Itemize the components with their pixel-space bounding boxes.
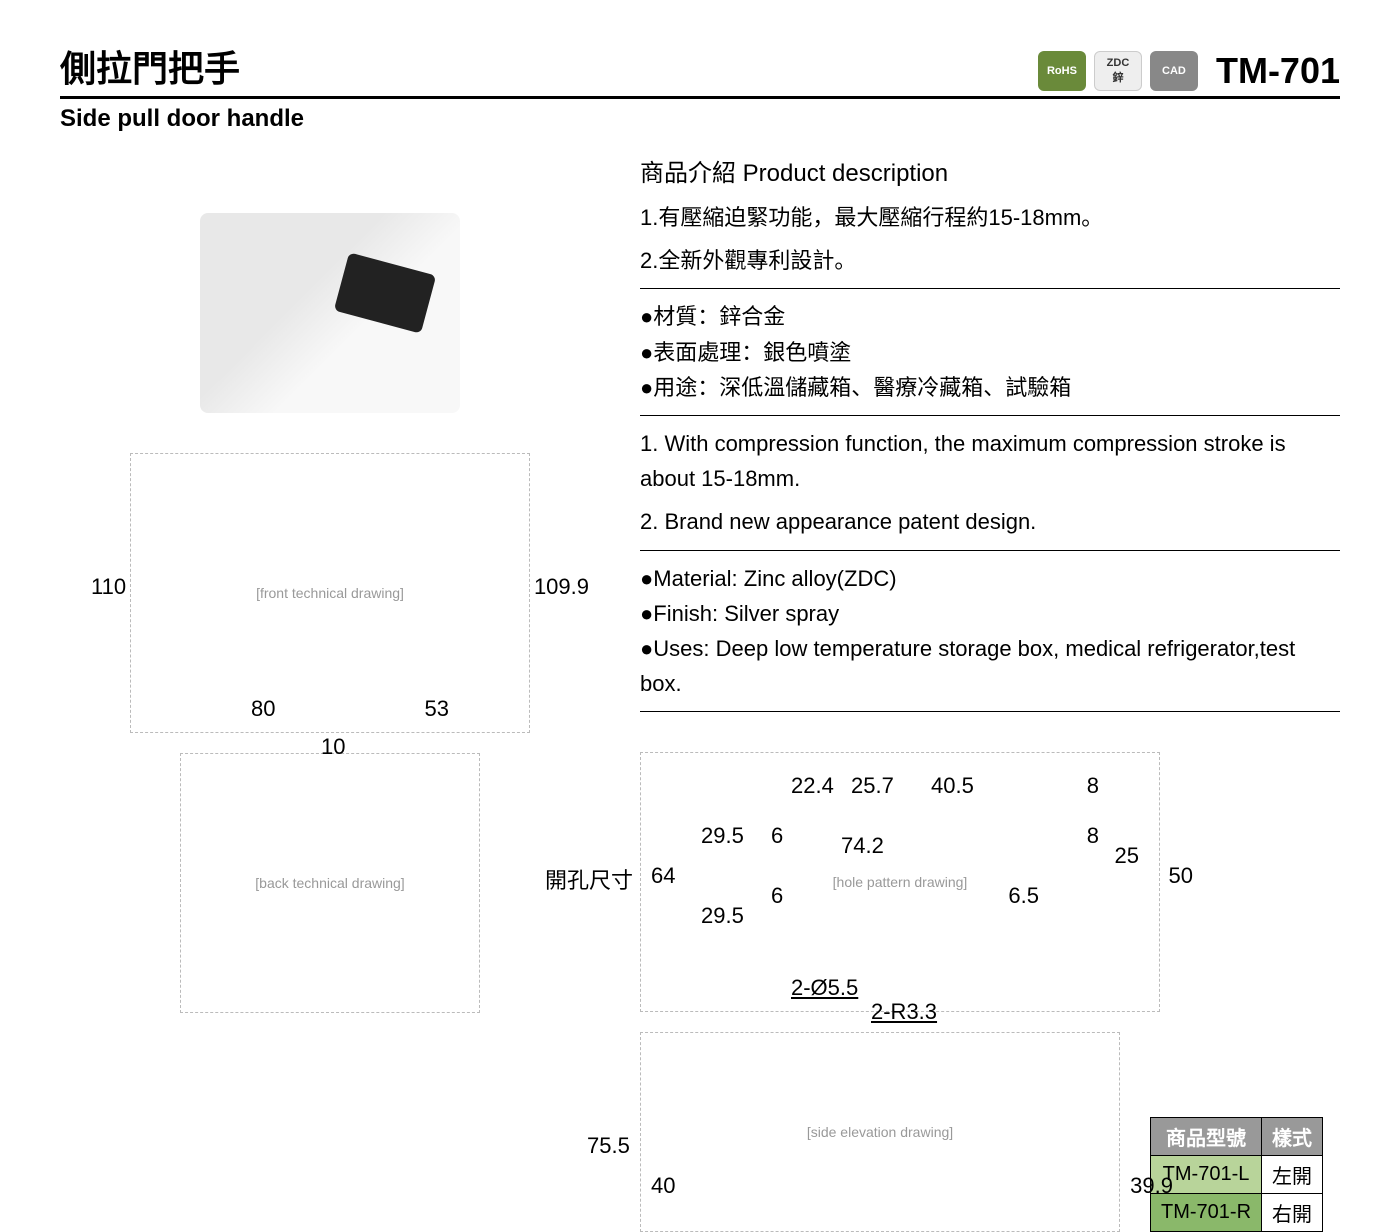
dim-50: 50 [1169,863,1193,889]
en-bullet-3: ●Uses: Deep low temperature storage box,… [640,631,1340,701]
badge-row: RoHS ZDC 鋅 CAD TM-701 [1038,50,1340,92]
spec-table: 商品型號 樣式 TM-701-L 左開 TM-701-R 右開 [1150,1117,1323,1232]
hole-pattern-diagram: [hole pattern drawing] 開孔尺寸 64 29.5 29.5… [640,752,1160,1012]
divider [640,711,1340,712]
dim-22-4: 22.4 [791,773,834,799]
cn-line-2: 2.全新外觀專利設計。 [640,243,1340,278]
dim-25-7: 25.7 [851,773,894,799]
dim-74-2: 74.2 [841,833,884,859]
en-line-2: 2. Brand new appearance patent design. [640,504,1340,539]
front-view-diagram: [front technical drawing] 110 109.9 80 5… [130,453,530,733]
divider [640,550,1340,551]
table-header-row: 商品型號 樣式 [1151,1118,1323,1156]
cad-label: CAD [1162,65,1186,77]
en-line-1: 1. With compression function, the maximu… [640,426,1340,496]
diagram-placeholder: [back technical drawing] [255,875,404,891]
cn-bullet-1: ●材質：鋅合金 [640,299,1340,334]
zdc-top: ZDC [1107,57,1130,69]
divider [640,415,1340,416]
dim-109-9: 109.9 [534,574,589,600]
dim-64: 64 [651,863,675,889]
content: [front technical drawing] 110 109.9 80 5… [60,153,1340,1232]
dim-6-5: 6.5 [1008,883,1039,909]
right-column: 商品介紹 Product description 1.有壓縮迫緊功能，最大壓縮行… [640,153,1340,1232]
dim-25: 25 [1115,843,1139,869]
desc-heading: 商品介紹 Product description [640,153,1340,188]
cn-bullet-2: ●表面處理：銀色噴塗 [640,335,1340,370]
zdc-bottom: 鋅 [1112,69,1123,85]
cell-model-r: TM-701-R [1151,1194,1262,1232]
table-row: TM-701-R 右開 [1151,1194,1323,1232]
dim-40: 40 [651,1173,675,1199]
dim-29-5b: 29.5 [701,903,744,929]
dim-40-5: 40.5 [931,773,974,799]
dim-29-5a: 29.5 [701,823,744,849]
rohs-label: RoHS [1047,65,1077,77]
th-model: 商品型號 [1151,1118,1262,1156]
table-row: TM-701-L 左開 [1151,1156,1323,1194]
divider [640,288,1340,289]
model-number: TM-701 [1216,50,1340,92]
rohs-badge: RoHS [1038,51,1086,91]
cn-bullet-3: ●用途：深低溫儲藏箱、醫療冷藏箱、試驗箱 [640,370,1340,405]
dim-53: 53 [425,696,449,722]
note-r: 2-R3.3 [871,999,937,1025]
title-en: Side pull door handle [60,105,1340,133]
note-hole: 2-Ø5.5 [791,975,858,1001]
dim-39-9: 39.9 [1130,1173,1173,1199]
cad-badge: CAD [1150,51,1198,91]
dim-8a: 8 [1087,773,1099,799]
dim-8b: 8 [1087,823,1099,849]
dim-10: 10 [321,734,345,760]
dim-75-5: 75.5 [587,1133,630,1159]
product-photo [200,213,460,413]
title-block: 側拉門把手 [60,40,240,92]
dim-80: 80 [251,696,275,722]
bottom-row: [side elevation drawing] 75.5 40 39.9 商品… [640,1032,1340,1232]
zdc-badge: ZDC 鋅 [1094,51,1142,91]
header: 側拉門把手 RoHS ZDC 鋅 CAD TM-701 [60,40,1340,99]
dim-6b: 6 [771,883,783,909]
left-column: [front technical drawing] 110 109.9 80 5… [60,153,600,1232]
cell-style-r: 右開 [1262,1194,1323,1232]
cell-style-l: 左開 [1262,1156,1323,1194]
diagram-placeholder: [side elevation drawing] [807,1124,953,1140]
dim-6a: 6 [771,823,783,849]
en-bullet-2: ●Finish: Silver spray [640,596,1340,631]
side-view-diagram: [side elevation drawing] 75.5 40 39.9 [640,1032,1120,1232]
diagram-placeholder: [front technical drawing] [256,585,404,601]
en-bullet-1: ●Material: Zinc alloy(ZDC) [640,561,1340,596]
hole-label: 開孔尺寸 [545,863,633,895]
title-cn: 側拉門把手 [60,40,240,92]
cn-line-1: 1.有壓縮迫緊功能，最大壓縮行程約15-18mm。 [640,200,1340,235]
th-style: 樣式 [1262,1118,1323,1156]
back-view-diagram: [back technical drawing] [180,753,480,1013]
dim-110: 110 [91,574,126,600]
diagram-placeholder: [hole pattern drawing] [833,874,968,890]
